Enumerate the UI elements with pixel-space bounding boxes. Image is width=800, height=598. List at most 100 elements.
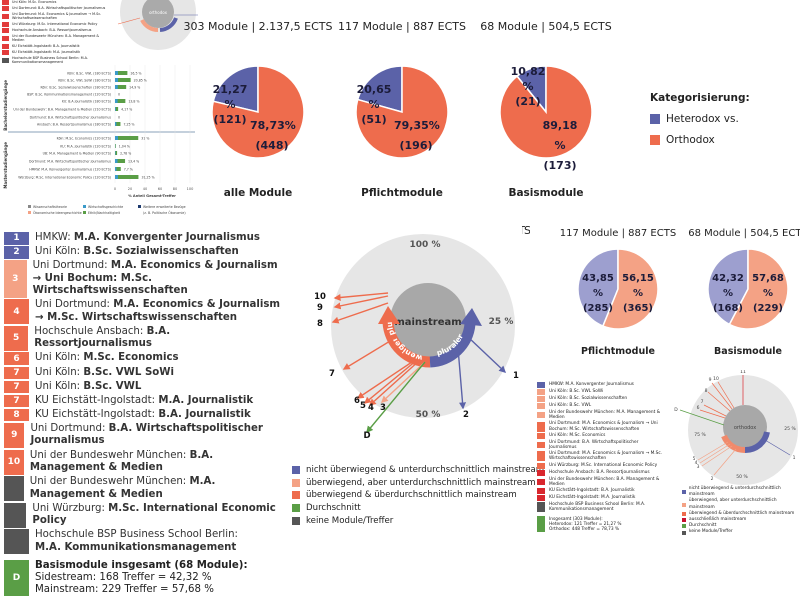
small-badge — [537, 479, 545, 485]
small-legend-item: keine Module/Treffer — [682, 529, 800, 535]
pie-count: (21) — [506, 94, 550, 109]
legend-label: keine Module/Treffer — [306, 516, 393, 526]
ring-arrow-label: 10 — [314, 292, 326, 302]
program-number-badge: 8 — [4, 409, 29, 422]
small-program-item: Uni Dortmund: M.A. Economics & Journalis… — [537, 421, 667, 431]
university: KU Eichstätt-Ingolstadt: — [35, 409, 158, 420]
ring-arrow-label: 7 — [329, 369, 335, 379]
program-text: Uni Würzburg: M.Sc. International Econom… — [32, 503, 284, 528]
pie-caption: alle Module — [224, 187, 292, 199]
small-badge — [537, 403, 545, 409]
university: Uni der Bundeswehr München: — [30, 450, 190, 461]
program-number-badge: 7 — [4, 367, 29, 380]
program-item: Uni der Bundeswehr München: M.A. Managem… — [4, 476, 284, 501]
ring-center-label: mainstream — [394, 317, 461, 328]
program-text: Uni Köln: M.Sc. Economics — [35, 352, 179, 365]
legend-swatch — [682, 518, 686, 522]
small-summary: Insgesamt (303 Module):Heterodox: 121 Tr… — [537, 516, 667, 532]
pie-title: 117 Module | 887 ECTS — [560, 228, 676, 239]
small-program-text: Uni der Bundeswehr München: M.A. Managem… — [549, 410, 667, 420]
pie-count: (365) — [616, 301, 660, 316]
summary-badge: D — [4, 560, 29, 596]
small-program-item: Uni Köln: M.Sc. Economics — [537, 433, 667, 439]
program-name: B.A. Journalistik — [158, 409, 251, 420]
ring-legend-item: Durchschnitt — [292, 502, 544, 515]
program-text: Uni Köln: B.Sc. Sozialwissenschaften — [35, 246, 239, 259]
university: Uni Dortmund: — [35, 299, 113, 310]
ring-arrow-label: D — [363, 431, 370, 441]
program-name: B.Sc. VWL — [83, 381, 141, 392]
pie-count: (285) — [576, 301, 620, 316]
small-program-text: Hochschule BSP Business School Berlin: M… — [549, 502, 667, 512]
small-program-text: Uni Dortmund: M.A. Economics & Journalis… — [549, 451, 667, 461]
legend-label: Heterodox vs. — [666, 113, 739, 125]
legend-swatch — [292, 491, 300, 499]
small-program-text: Uni Würzburg: M.Sc. International Econom… — [549, 463, 657, 468]
program-number-badge: 7 — [4, 395, 29, 408]
small-program-item: Uni Köln: B.Sc. VWL SoWi — [537, 389, 667, 395]
legend-label: überwiegend, aber unterdurchschnittlich … — [689, 498, 800, 510]
pie-data-label: 56,15 %(365) — [616, 271, 660, 316]
program-item: Hochschule BSP Business School Berlin:M.… — [4, 529, 284, 554]
small-program-item: Uni der Bundeswehr München: B.A. Managem… — [537, 477, 667, 487]
pie-percent: 79,35% — [394, 116, 438, 136]
pie-percent: 20,65 % — [352, 82, 396, 112]
small-badge — [537, 412, 545, 418]
program-name: M.A. Journalistik — [158, 395, 253, 406]
small-program-item: KU Eichstätt-Ingolstadt: M.A. Journalist… — [537, 495, 667, 501]
program-name: M.A. Economics & Journalism — [113, 299, 280, 310]
small-badge — [537, 422, 545, 432]
university: Uni der Bundeswehr München: — [30, 476, 190, 487]
program-item: Uni Würzburg: M.Sc. International Econom… — [4, 503, 284, 528]
small-ring-arrow-label: 9 — [709, 377, 712, 383]
small-badge — [537, 463, 545, 469]
legend-item-orthodox: Orthodox — [650, 134, 750, 146]
small-badge — [537, 433, 545, 439]
pie-title: 68 Module | 504,5 ECTS — [688, 228, 800, 239]
small-program-item: HMKW: M.A. Konvergenter Journalismus — [537, 382, 667, 388]
category-legend: Kategorisierung: Heterodox vs. Orthodox — [650, 92, 750, 146]
small-program-item: Uni Köln: B.Sc. Sozialwissenschaften — [537, 396, 667, 402]
pie-data-label: 42,32 %(168) — [706, 271, 750, 316]
program-number-badge — [4, 503, 26, 528]
pie-count: (173) — [538, 156, 582, 176]
small-program-item: Uni Köln: B.Sc. VWL — [537, 403, 667, 409]
small-badge — [537, 442, 545, 448]
program-name: M.A. Konvergenter Journalismus — [74, 232, 260, 243]
program-number-badge — [4, 529, 29, 554]
program-item: 8 KU Eichstätt-Ingolstadt: B.A. Journalis… — [4, 409, 284, 422]
ring-legend-item: keine Module/Treffer — [292, 514, 544, 527]
summary-sidestream: Sidestream: 168 Treffer = 42,32 % — [35, 572, 248, 584]
small-badge — [537, 389, 545, 395]
legend-label: nicht überwiegend & unterdurchschnittlic… — [306, 465, 544, 475]
university: Uni Dortmund: — [33, 260, 111, 271]
pie-percent: 42,32 % — [706, 271, 750, 301]
pie-percent: 10,82 % — [506, 64, 550, 94]
pie-percent: 43,85 % — [576, 271, 620, 301]
program-text: Uni der Bundeswehr München: M.A. Managem… — [30, 476, 284, 501]
legend-label: keine Module/Treffer — [689, 529, 733, 535]
pie-percent: 57,68 % — [746, 271, 790, 301]
summary-text: Basismodule insgesamt (68 Module):Sidest… — [35, 560, 248, 596]
legend-label: Orthodox — [666, 134, 715, 146]
program-name: M.Sc. Economics — [83, 352, 178, 363]
pie-data-label: 79,35%(196) — [394, 116, 438, 156]
pie-count: (448) — [250, 136, 294, 156]
small-percent-25: 25 % — [784, 426, 796, 432]
ring-arrow-label: 9 — [317, 303, 323, 313]
heterodox-swatch — [650, 114, 660, 124]
program-text: KU Eichstätt-Ingolstadt: M.A. Journalist… — [35, 395, 253, 408]
small-program-text: Uni Köln: M.Sc. Economics — [549, 433, 605, 438]
percent-50: 50 % — [416, 410, 441, 420]
small-badge — [537, 502, 545, 512]
small-program-text: Uni Köln: B.Sc. Sozialwissenschaften — [549, 396, 627, 401]
legend-label: überwiegend, aber unterdurchschnittlich … — [306, 478, 536, 488]
pie-data-label: 89,18 %(173) — [538, 116, 582, 176]
legend-swatch — [682, 524, 686, 528]
